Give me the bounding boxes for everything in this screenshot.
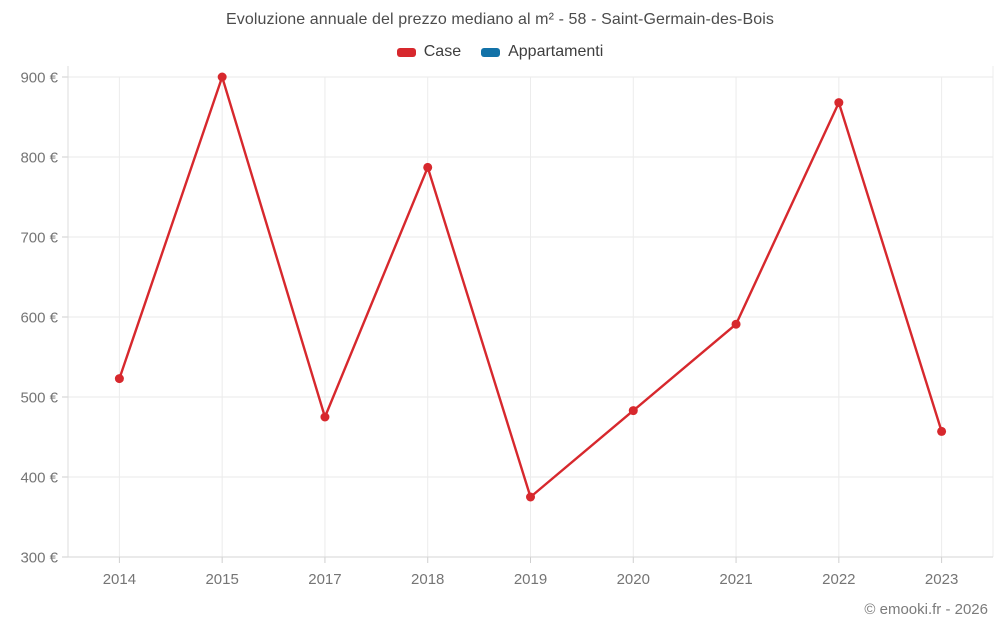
y-tick-label: 700 € — [20, 230, 58, 247]
legend-item-appartamenti[interactable]: Appartamenti — [481, 43, 603, 61]
chart-title: Evoluzione annuale del prezzo mediano al… — [225, 11, 774, 28]
x-tick-label-2022: 2022 — [822, 571, 855, 588]
data-point-2023-case[interactable] — [937, 426, 947, 436]
data-point-2015-case[interactable] — [217, 72, 227, 82]
data-point-2014-case[interactable] — [114, 374, 124, 384]
legend-item-case[interactable]: Case — [396, 43, 462, 61]
legend-label: Appartamenti — [508, 43, 604, 60]
data-point-2020-case[interactable] — [628, 406, 638, 416]
data-point-2022-case[interactable] — [834, 98, 844, 108]
data-point-2019-case[interactable] — [526, 492, 535, 502]
y-tick-label: 800 € — [20, 150, 58, 167]
x-tick-label-2015: 2015 — [205, 571, 238, 588]
x-tick-label-2017: 2017 — [308, 571, 341, 588]
data-point-2017-case[interactable] — [320, 412, 330, 422]
x-tick-label-2014: 2014 — [103, 571, 136, 588]
y-tick-label: 500 € — [20, 390, 58, 407]
legend-swatch-appartamenti — [481, 47, 501, 57]
legend: Case Appartamenti — [0, 43, 1000, 61]
y-tick-label: 300 € — [20, 550, 58, 567]
data-point-2018-case[interactable] — [423, 162, 433, 172]
axes — [62, 66, 994, 563]
legend-swatch-case — [396, 47, 416, 57]
x-tick-label-2021: 2021 — [719, 571, 752, 588]
copyright-note: © emooki.fr - 2026 — [864, 601, 988, 618]
series-case — [114, 72, 947, 502]
y-tick-label: 600 € — [20, 310, 58, 327]
data-point-2021-case[interactable] — [731, 319, 741, 329]
x-tick-label-2023: 2023 — [925, 571, 958, 588]
x-tick-label-2019: 2019 — [514, 571, 547, 588]
gridlines — [68, 76, 993, 558]
x-tick-label-2020: 2020 — [617, 571, 650, 588]
x-tick-label-2018: 2018 — [411, 571, 444, 588]
axis-labels: 300 € 400 € 500 € 600 € 700 € 800 € 900 € 2014 2… — [20, 70, 958, 589]
legend-label: Case — [423, 43, 462, 60]
y-tick-label: 900 € — [20, 70, 58, 87]
y-tick-label: 400 € — [20, 470, 58, 487]
